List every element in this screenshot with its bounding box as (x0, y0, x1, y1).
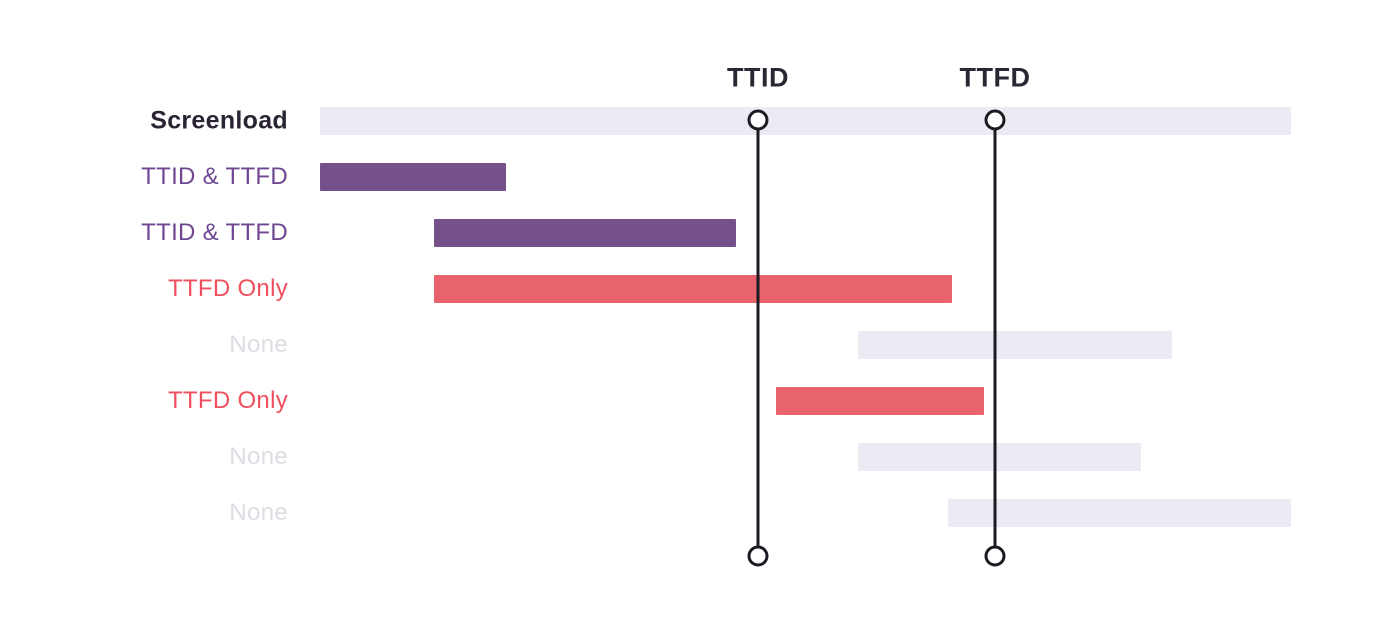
marker-top-circle-ttid (747, 109, 769, 131)
span-bar (320, 163, 506, 191)
span-bar (858, 443, 1141, 471)
marker-line-ttfd (993, 120, 997, 556)
row-label: None (229, 443, 288, 470)
marker-top-circle-ttfd (984, 109, 1006, 131)
span-bar (320, 107, 1291, 135)
marker-title-ttid: TTID (727, 62, 789, 93)
marker-bottom-circle-ttfd (984, 545, 1006, 567)
marker-bottom-circle-ttid (747, 545, 769, 567)
row-label: TTFD Only (167, 275, 288, 302)
row-label: TTFD Only (167, 387, 288, 414)
span-bar (434, 275, 952, 303)
row-label: TTID & TTFD (141, 163, 288, 190)
span-bar (434, 219, 736, 247)
span-bar (858, 331, 1172, 359)
row-label: TTID & TTFD (141, 219, 288, 246)
marker-title-ttfd: TTFD (959, 62, 1031, 93)
span-bar (948, 499, 1291, 527)
row-label: None (229, 331, 288, 358)
marker-line-ttid (756, 120, 760, 556)
row-label: None (229, 499, 288, 526)
span-bar (776, 387, 984, 415)
row-label: Screenload (150, 106, 288, 135)
